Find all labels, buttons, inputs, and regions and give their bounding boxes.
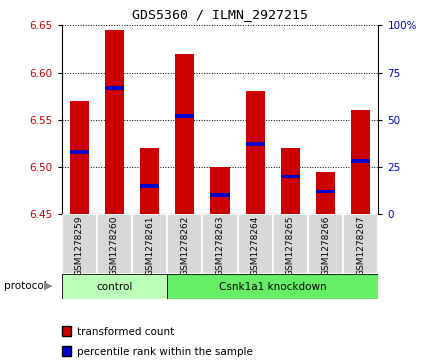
- Bar: [70, 150, 89, 154]
- Bar: [316, 189, 335, 193]
- Bar: [238, 214, 273, 274]
- Text: GSM1278267: GSM1278267: [356, 216, 365, 277]
- Bar: [351, 159, 370, 163]
- Bar: [97, 214, 132, 274]
- Bar: [62, 214, 97, 274]
- Bar: [70, 101, 89, 214]
- Text: ▶: ▶: [44, 281, 52, 291]
- Bar: [202, 214, 238, 274]
- Bar: [140, 184, 159, 188]
- Text: GSM1278266: GSM1278266: [321, 216, 330, 277]
- Bar: [273, 214, 308, 274]
- Text: GSM1278259: GSM1278259: [75, 216, 84, 277]
- Bar: [105, 86, 124, 90]
- Bar: [132, 214, 167, 274]
- Text: GSM1278261: GSM1278261: [145, 216, 154, 277]
- Text: Csnk1a1 knockdown: Csnk1a1 knockdown: [219, 282, 326, 292]
- Text: GSM1278260: GSM1278260: [110, 216, 119, 277]
- Bar: [105, 30, 124, 214]
- Text: control: control: [96, 282, 132, 292]
- Bar: [343, 214, 378, 274]
- Bar: [281, 175, 300, 178]
- Bar: [140, 148, 159, 214]
- Bar: [281, 148, 300, 214]
- Text: percentile rank within the sample: percentile rank within the sample: [77, 347, 253, 357]
- Bar: [210, 167, 230, 214]
- Bar: [167, 274, 378, 299]
- Text: protocol: protocol: [4, 281, 47, 291]
- Bar: [308, 214, 343, 274]
- Bar: [246, 142, 265, 146]
- Text: GSM1278263: GSM1278263: [216, 216, 224, 277]
- Bar: [175, 114, 194, 118]
- Bar: [316, 172, 335, 214]
- Text: GSM1278264: GSM1278264: [251, 216, 260, 276]
- Text: GSM1278262: GSM1278262: [180, 216, 189, 276]
- Bar: [246, 91, 265, 214]
- Bar: [175, 54, 194, 214]
- Bar: [62, 274, 167, 299]
- Text: transformed count: transformed count: [77, 327, 174, 337]
- Bar: [210, 193, 230, 197]
- Bar: [167, 214, 202, 274]
- Bar: [351, 110, 370, 214]
- Text: GSM1278265: GSM1278265: [286, 216, 295, 277]
- Title: GDS5360 / ILMN_2927215: GDS5360 / ILMN_2927215: [132, 8, 308, 21]
